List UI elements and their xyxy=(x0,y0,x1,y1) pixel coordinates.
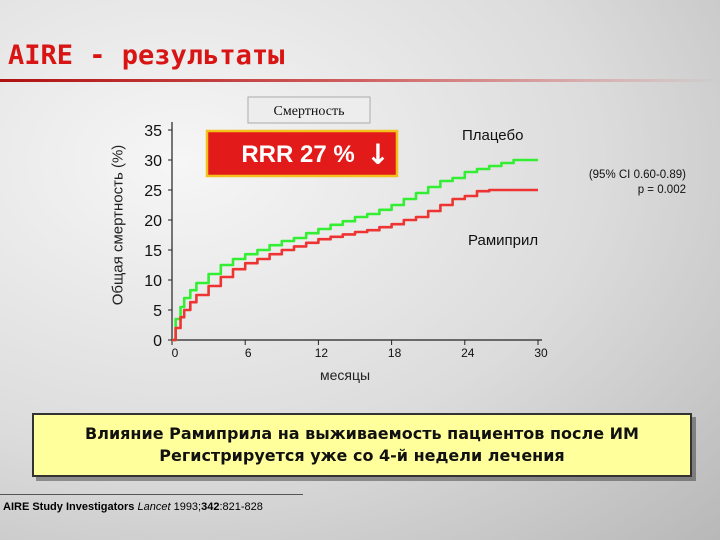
citation-authors: AIRE Study Investigators xyxy=(3,501,135,513)
conclusion-box: Влияние Рамиприла на выживаемость пациен… xyxy=(32,413,692,477)
p-value-annotation: p = 0.002 xyxy=(638,184,686,196)
x-tick-label: 18 xyxy=(388,346,402,360)
citation-pages: :821-828 xyxy=(219,501,263,513)
chart-title-box xyxy=(247,96,371,124)
series-line-placebo xyxy=(172,158,538,342)
rrr-arrow-icon: ↓ xyxy=(366,138,389,171)
chart-axes: 0 5 10 15 20 25 30 35 0 6 12 18 24 30 месяцы Смертность xyxy=(144,96,548,383)
chart-title: Смертность xyxy=(274,104,345,119)
x-tick-label: 6 xyxy=(245,346,252,360)
y-tick-label: 10 xyxy=(144,273,162,290)
y-tick-label: 0 xyxy=(153,333,162,350)
ci-annotation: (95% CI 0.60-0.89) xyxy=(589,169,686,181)
rrr-label: RRR 27 % xyxy=(241,141,354,168)
x-axis-label: месяцы xyxy=(320,367,370,383)
conclusion-line-2: Регистрируется уже со 4-й недели лечения xyxy=(159,446,565,465)
series-label-placebo: Плацебо xyxy=(462,127,523,144)
x-tick-label: 30 xyxy=(534,346,548,360)
y-tick-label: 35 xyxy=(144,123,162,140)
y-tick-label: 15 xyxy=(144,243,162,260)
y-tick-label: 20 xyxy=(144,213,162,230)
y-tick-label: 30 xyxy=(144,153,162,170)
y-tick-label: 5 xyxy=(153,303,162,320)
slide-title: AIRE - результаты xyxy=(8,40,285,71)
chart-series: Плацебо Рамиприл xyxy=(172,127,538,342)
conclusion-line-1: Влияние Рамиприла на выживаемость пациен… xyxy=(85,424,639,443)
x-tick-label: 12 xyxy=(315,346,329,360)
citation-year: 1993; xyxy=(173,501,202,513)
y-tick-label: 25 xyxy=(144,183,162,200)
title-divider xyxy=(0,79,720,82)
citation-volume: 342 xyxy=(201,501,220,513)
mortality-chart: 0 5 10 15 20 25 30 35 0 6 12 18 24 30 месяцы Смертность… xyxy=(144,96,686,383)
citation: AIRE Study Investigators Lancet 1993;342… xyxy=(0,494,303,513)
rrr-box xyxy=(205,129,399,178)
x-tick-label: 24 xyxy=(461,346,475,360)
citation-journal: Lancet xyxy=(137,501,171,513)
x-tick-label: 0 xyxy=(172,346,179,360)
series-line-ramipril xyxy=(172,188,538,342)
chart-annotations: RRR 27 % ↓ (95% CI 0.60-0.89) p = 0.002 xyxy=(205,129,686,196)
series-label-ramipril: Рамиприл xyxy=(468,232,538,249)
